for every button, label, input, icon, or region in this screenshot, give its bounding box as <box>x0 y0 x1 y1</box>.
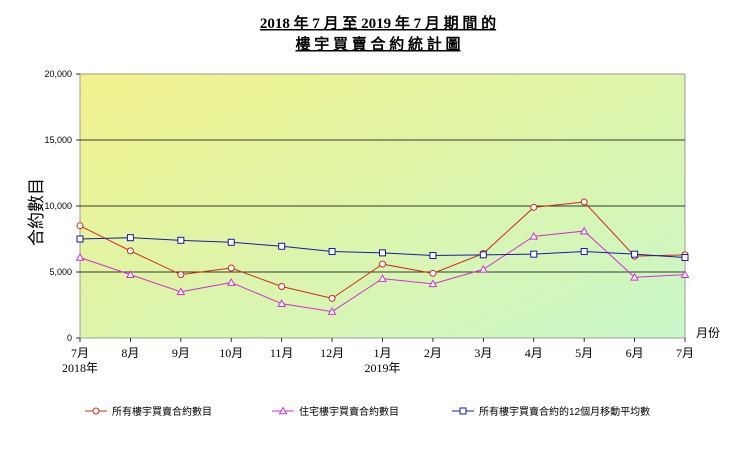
data-point-circle <box>76 222 84 230</box>
x-tick-label: 4月 <box>525 346 543 360</box>
data-point-square <box>429 252 437 259</box>
data-point-triangle <box>176 287 186 296</box>
data-point-circle <box>429 269 437 277</box>
chart-title-line-1: 2018 年 7 月 至 2019 年 7 月 期 間 的 <box>260 14 496 32</box>
data-point-triangle <box>226 278 236 286</box>
data-point-square <box>227 238 235 246</box>
x-tick-label: 11月 <box>270 346 294 360</box>
series-lines <box>75 198 690 315</box>
legend-item-1: 所有樓宇買賣合約數目 <box>85 405 212 418</box>
x-year-label: 2019年 <box>364 361 400 375</box>
legend-item-2: 住宅樓宇買賣合約數目 <box>272 405 399 418</box>
data-point-triangle <box>327 307 337 315</box>
data-point-triangle <box>126 270 135 278</box>
legend-item-3: 所有樓宇買賣合約的12個月移動平均數 <box>452 405 650 418</box>
data-point-circle <box>177 271 185 279</box>
legend: 所有樓宇買賣合約數目 住宅樓宇買賣合約數目 所有樓宇買賣合約的12個月移動平均數 <box>85 405 650 418</box>
data-point-triangle <box>579 226 589 235</box>
y-axis-label: 合約數目 <box>27 178 46 246</box>
x-tick-label: 6月 <box>626 346 644 360</box>
legend-label: 所有樓宇買賣合約的12個月移動平均數 <box>479 405 650 418</box>
x-tick-label: 2月 <box>424 346 442 360</box>
data-point-square <box>76 235 84 243</box>
data-point-square <box>278 242 286 250</box>
y-tick-label: 20,000 <box>44 69 72 79</box>
data-point-square <box>459 407 467 415</box>
data-point-triangle <box>428 279 438 288</box>
x-year-label: 2018年 <box>62 361 98 375</box>
y-tick-label: 10,000 <box>44 201 72 211</box>
data-point-triangle <box>478 264 488 273</box>
data-point-triangle <box>277 299 287 307</box>
legend-label: 住宅樓宇買賣合約數目 <box>299 405 399 418</box>
data-point-square <box>177 236 185 244</box>
data-point-circle <box>580 198 588 206</box>
data-point-circle <box>278 283 286 291</box>
x-tick-label: 7月 <box>71 346 89 360</box>
data-point-square <box>379 249 386 257</box>
data-point-triangle <box>378 274 387 282</box>
x-tick-label: 10月 <box>219 346 243 360</box>
x-tick-label: 9月 <box>172 346 190 360</box>
data-point-square <box>681 253 689 261</box>
x-tick-label: 7月 <box>676 346 694 360</box>
series-3 <box>76 234 689 261</box>
x-tick-label: 3月 <box>474 346 492 360</box>
x-tick-label: 5月 <box>575 346 593 360</box>
data-point-triangle <box>278 406 288 415</box>
data-point-square <box>530 250 538 258</box>
data-point-triangle <box>529 231 539 240</box>
x-tick-label: 1月 <box>373 346 391 360</box>
data-point-triangle <box>680 270 690 278</box>
y-tick-label: 5,000 <box>49 267 72 277</box>
data-point-circle <box>92 407 100 415</box>
data-point-triangle <box>630 272 639 281</box>
data-point-square <box>631 250 639 258</box>
legend-label: 所有樓宇買賣合約數目 <box>112 405 212 418</box>
data-point-circle <box>328 294 336 302</box>
data-point-circle <box>126 247 134 255</box>
data-point-square <box>328 248 336 256</box>
data-point-square <box>479 251 487 259</box>
x-tick-label: 8月 <box>121 346 139 360</box>
series-2 <box>75 226 690 315</box>
data-point-triangle <box>75 252 85 261</box>
data-point-circle <box>227 264 235 272</box>
data-point-circle <box>530 203 538 211</box>
chart-title-line-2: 樓 宇 買 賣 合 約 統 計 圖 <box>295 35 460 53</box>
data-point-square <box>580 248 588 256</box>
data-point-circle <box>379 260 386 268</box>
y-axis-ticks: 0 5,000 10,000 15,000 20,000 <box>44 69 80 343</box>
x-axis-label: 月份 <box>696 326 720 340</box>
y-tick-label: 0 <box>67 333 72 343</box>
y-tick-label: 15,000 <box>44 135 72 145</box>
x-tick-label: 12月 <box>320 346 344 360</box>
data-point-square <box>126 234 134 242</box>
